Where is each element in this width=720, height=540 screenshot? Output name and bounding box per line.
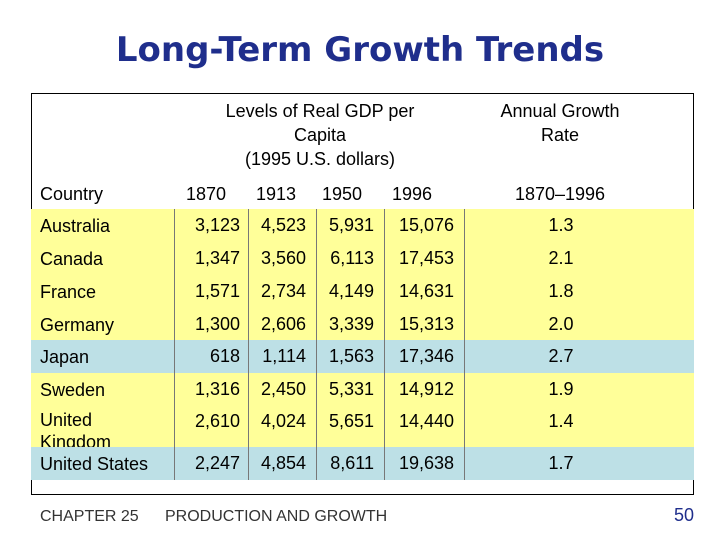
year-column-header: 1913 [256, 184, 297, 204]
column-divider [174, 209, 175, 480]
growth-rate-cell: 1.9 [548, 379, 574, 399]
year-column-header: 1870 [186, 184, 227, 204]
gdp-value-cell: 1,347 [194, 248, 240, 268]
gdp-value-cell: 4,523 [260, 215, 306, 235]
gdp-value-cell: 4,854 [260, 453, 306, 473]
gdp-value-cell: 1,316 [194, 379, 240, 399]
country-cell: Australia [40, 215, 110, 237]
table-row: United States 2,247 4,854 8,611 19,638 1.7 [31, 447, 694, 480]
gdp-value-cell: 1,300 [194, 314, 240, 334]
levels-header-line-3: (1995 U.S. dollars) [244, 149, 396, 169]
table-row: Canada 1,347 3,560 6,113 17,453 2.1 [31, 242, 694, 275]
gdp-value-cell: 1,563 [328, 346, 374, 366]
gdp-value-cell: 1,571 [194, 281, 240, 301]
growth-rate-cell: 1.3 [548, 215, 574, 235]
country-name: Canada [40, 249, 104, 269]
column-divider [464, 209, 465, 480]
country-name: France [40, 282, 97, 302]
country-cell: Germany [40, 314, 114, 336]
gdp-value-cell: 4,024 [260, 411, 306, 431]
gdp-value-cell: 2,734 [260, 281, 306, 301]
gdp-value-cell: 3,339 [328, 314, 374, 334]
table-row: France 1,571 2,734 4,149 14,631 1.8 [31, 275, 694, 308]
country-name: United States [40, 454, 149, 474]
growth-rate-cell: 1.7 [548, 453, 574, 473]
gdp-value-cell: 618 [209, 346, 240, 366]
page-number: 50 [673, 505, 694, 525]
levels-header: Levels of Real GDP per Capita (1995 U.S.… [190, 99, 450, 171]
table-row: Germany 1,300 2,606 3,339 15,313 2.0 [31, 308, 694, 340]
slide-title: Long-Term Growth Trends [115, 30, 605, 70]
gdp-value-cell: 14,631 [398, 281, 454, 301]
gdp-value-cell: 2,247 [194, 453, 240, 473]
levels-header-line-1: Levels of Real GDP per [225, 101, 415, 121]
subject-label: PRODUCTION AND GROWTH [165, 508, 388, 525]
country-cell: Canada [40, 248, 103, 270]
country-cell: Sweden [40, 379, 105, 401]
growth-rate-cell: 2.0 [548, 314, 574, 334]
country-cell: United States [40, 453, 148, 475]
column-divider [316, 209, 317, 480]
table-row: Japan 618 1,114 1,563 17,346 2.7 [31, 340, 694, 373]
gdp-value-cell: 2,610 [194, 411, 240, 431]
country-cell: France [40, 281, 96, 303]
gdp-value-cell: 1,114 [262, 346, 306, 366]
gdp-value-cell: 5,651 [328, 411, 374, 431]
gdp-value-cell: 17,346 [398, 346, 454, 366]
gdp-value-cell: 15,313 [398, 314, 454, 334]
gdp-value-cell: 3,560 [260, 248, 306, 268]
table-row: Sweden 1,316 2,450 5,331 14,912 1.9 [31, 373, 694, 405]
table-row: United Kingdom 2,610 4,024 5,651 14,440 1.4 [31, 405, 694, 452]
country-name: Australia [40, 216, 111, 236]
gdp-value-cell: 6,113 [330, 248, 374, 268]
growth-header-line-2: Rate [540, 125, 580, 145]
gdp-value-cell: 3,123 [194, 215, 240, 235]
gdp-value-cell: 2,606 [260, 314, 306, 334]
period-column-header: 1870–1996 [514, 184, 606, 204]
growth-rate-cell: 2.7 [548, 346, 574, 366]
chapter-label: CHAPTER 25 [40, 508, 139, 525]
growth-header-line-1: Annual Growth [500, 101, 620, 121]
country-column-header: Country [40, 184, 104, 204]
growth-header: Annual Growth Rate [470, 99, 650, 147]
gdp-value-cell: 14,440 [398, 411, 454, 431]
table-row: Australia 3,123 4,523 5,931 15,076 1.3 [31, 209, 694, 242]
gdp-value-cell: 2,450 [260, 379, 306, 399]
growth-rate-cell: 1.4 [548, 411, 574, 431]
gdp-value-cell: 4,149 [328, 281, 374, 301]
gdp-value-cell: 19,638 [398, 453, 454, 473]
country-name: Japan [40, 347, 90, 367]
country-name: United [40, 410, 93, 430]
year-column-header: 1950 [322, 184, 363, 204]
column-divider [248, 209, 249, 480]
growth-rate-cell: 2.1 [548, 248, 574, 268]
gdp-value-cell: 8,611 [330, 453, 374, 473]
country-name: Germany [40, 315, 115, 335]
gdp-value-cell: 5,331 [328, 379, 374, 399]
country-name: Sweden [40, 380, 106, 400]
country-cell: Japan [40, 346, 89, 368]
gdp-value-cell: 17,453 [398, 248, 454, 268]
year-column-header: 1996 [392, 184, 433, 204]
column-divider [384, 209, 385, 480]
growth-rate-cell: 1.8 [548, 281, 574, 301]
gdp-value-cell: 14,912 [398, 379, 454, 399]
gdp-value-cell: 5,931 [328, 215, 374, 235]
gdp-value-cell: 15,076 [398, 215, 454, 235]
levels-header-line-2: Capita [293, 125, 347, 145]
